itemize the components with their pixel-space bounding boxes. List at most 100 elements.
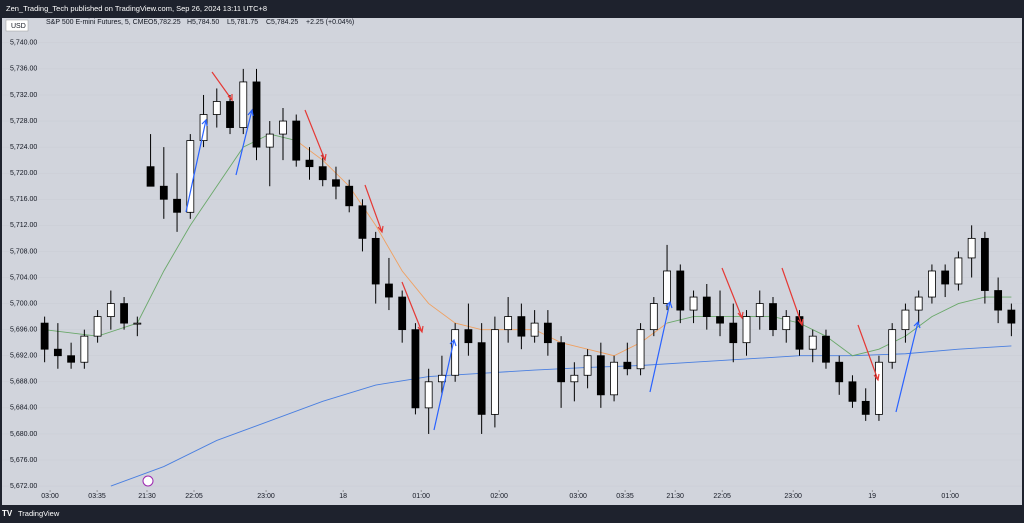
- arrow: [211, 71, 233, 102]
- candle-body: [371, 237, 380, 285]
- candle-body: [398, 296, 407, 331]
- candle-body: [265, 133, 274, 148]
- y-tick-label: 5,736.00: [10, 66, 37, 73]
- candle-body: [517, 316, 526, 337]
- candle-body: [861, 400, 870, 415]
- candle-body: [93, 316, 102, 337]
- y-tick-label: 5,712.00: [10, 222, 37, 229]
- candle-body: [769, 303, 777, 331]
- candle-body: [477, 342, 486, 415]
- candle-body: [252, 81, 261, 148]
- candle-body: [702, 296, 711, 318]
- candle-body: [610, 361, 618, 396]
- y-tick-label: 5,692.00: [10, 353, 37, 360]
- y-tick-label: 5,716.00: [10, 196, 37, 203]
- candle-body: [980, 237, 989, 291]
- y-tick-label: 5,740.00: [10, 40, 37, 47]
- candle-body: [345, 185, 354, 207]
- arrow: [857, 324, 880, 382]
- candle-body: [464, 329, 473, 344]
- arrow: [781, 267, 804, 327]
- candle-body: [689, 296, 698, 311]
- currency: USD: [11, 23, 26, 30]
- candle-body: [40, 322, 49, 350]
- candle-body: [305, 159, 314, 168]
- legend-close: C5,784.25: [266, 19, 298, 26]
- y-tick-label: 5,720.00: [10, 170, 37, 177]
- y-tick-label: 5,684.00: [10, 405, 37, 412]
- candle-body: [226, 101, 234, 128]
- x-tick-label: 18: [339, 493, 347, 500]
- candle-body: [530, 322, 539, 337]
- footer: TradingView: [18, 509, 60, 518]
- arrow: [401, 281, 424, 334]
- candle-body: [332, 179, 340, 187]
- event-icon: [142, 475, 154, 487]
- candle-body: [583, 355, 592, 376]
- legend-change: +2.25 (+0.04%): [306, 19, 354, 26]
- x-tick-label: 03:00: [569, 493, 587, 500]
- arrow: [235, 108, 254, 176]
- candle-body: [318, 166, 327, 181]
- x-tick-label: 19: [868, 493, 876, 500]
- candle-body: [663, 270, 671, 304]
- legend-symbol: S&P 500 E-mini Futures, 5, CME: [46, 19, 149, 26]
- arrow: [433, 338, 457, 431]
- candle-body: [451, 329, 460, 376]
- candle-body: [875, 361, 883, 415]
- candle-body: [173, 198, 181, 213]
- candle-body: [239, 81, 248, 128]
- candle-body: [490, 329, 499, 415]
- candle-body: [212, 101, 221, 115]
- candle-body: [822, 335, 830, 363]
- y-tick-label: 5,708.00: [10, 248, 37, 255]
- plot: 5,672.00 5,676.00 5,680.00 5,684.00 5,688.00…: [2, 40, 1022, 500]
- moving-average: [666, 296, 1012, 357]
- candle-body: [835, 361, 844, 383]
- x-tick-label: 03:35: [88, 493, 106, 500]
- x-tick-label: 22:05: [185, 493, 203, 500]
- x-tick-label: 23:00: [784, 493, 802, 500]
- candle-body: [649, 303, 658, 331]
- candle-body: [914, 296, 923, 311]
- candle-body: [292, 120, 301, 161]
- candle-body: [782, 316, 791, 331]
- arrow: [649, 300, 673, 393]
- chart-background: [2, 18, 1022, 505]
- candle-body: [385, 283, 393, 298]
- y-tick-label: 5,700.00: [10, 300, 37, 307]
- y-tick-label: 5,696.00: [10, 326, 37, 333]
- x-tick-label: 01:00: [941, 493, 959, 500]
- legend-low: L5,781.75: [227, 19, 258, 26]
- candle-body: [596, 355, 605, 396]
- candle-body: [848, 381, 857, 402]
- arrow: [895, 320, 921, 413]
- candle-body: [504, 316, 513, 331]
- candle-body: [159, 185, 168, 200]
- candle-body: [994, 290, 1003, 311]
- candle-body: [941, 270, 950, 285]
- y-tick-label: 5,732.00: [10, 92, 37, 99]
- candle-body: [120, 303, 128, 324]
- candle-body: [411, 329, 420, 409]
- candle-body: [888, 329, 897, 363]
- arrow: [304, 109, 327, 162]
- x-tick-label: 03:00: [41, 493, 59, 500]
- x-tick-label: 22:05: [713, 493, 731, 500]
- currency-box: [5, 19, 29, 32]
- candle-body: [716, 316, 724, 324]
- candle-body: [808, 335, 817, 350]
- y-tick-label: 5,688.00: [10, 379, 37, 386]
- y-tick-label: 5,704.00: [10, 274, 37, 281]
- x-tick-label: 01:00: [412, 493, 430, 500]
- candle-body: [1007, 309, 1016, 324]
- candle-body: [623, 361, 632, 370]
- candle-body: [928, 270, 936, 298]
- candle-body: [954, 257, 963, 285]
- y-tick-label: 5,728.00: [10, 118, 37, 125]
- y-tick-label: 5,724.00: [10, 144, 37, 151]
- y-tick-label: 5,680.00: [10, 431, 37, 438]
- y-tick-label: 5,676.00: [10, 457, 37, 464]
- x-tick-label: 03:35: [616, 493, 634, 500]
